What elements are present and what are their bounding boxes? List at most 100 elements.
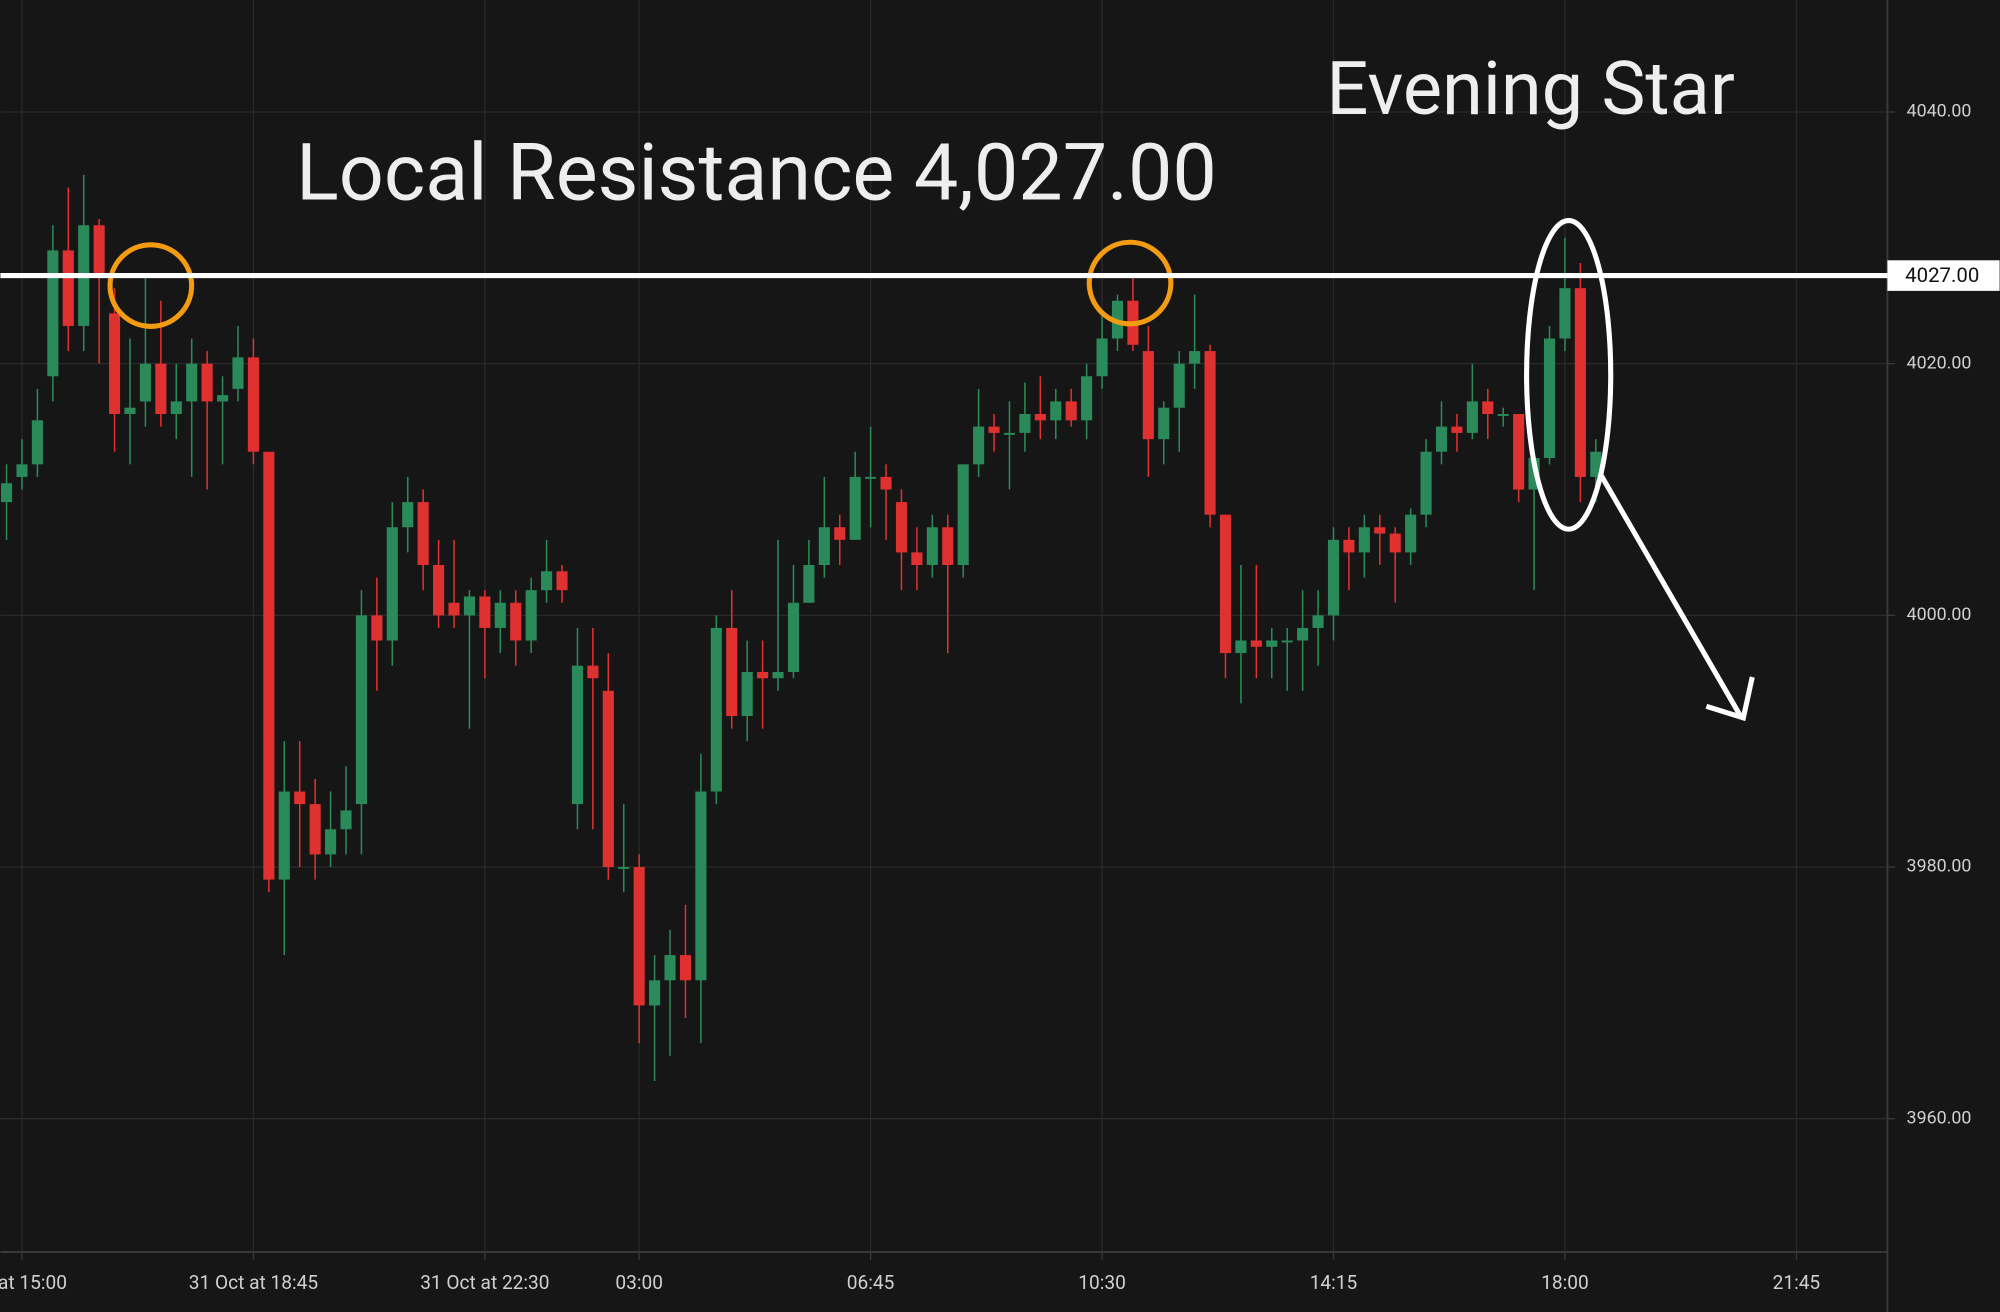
- candle-body: [510, 602, 522, 641]
- candle-body: [772, 671, 784, 679]
- pattern-ellipse: [1524, 218, 1614, 532]
- candle-body: [278, 791, 290, 880]
- candle-body: [849, 476, 861, 540]
- candle-body: [1003, 432, 1016, 435]
- candle-body: [942, 527, 954, 566]
- candle-body: [463, 596, 475, 616]
- candle-body: [1297, 627, 1309, 641]
- x-tick-label: 31 Oct at 22:30: [420, 1271, 549, 1294]
- x-tick-label: 06:45: [847, 1271, 895, 1294]
- candle-body: [757, 671, 769, 679]
- candle-body: [355, 615, 367, 805]
- candle-body: [633, 867, 645, 1006]
- candle-body: [988, 426, 1000, 433]
- candle-body: [926, 527, 938, 566]
- y-tick-label: 4040.00: [1907, 101, 1972, 122]
- candle-body: [1389, 533, 1401, 553]
- candle-body: [1466, 401, 1478, 433]
- candle-body: [1250, 640, 1262, 647]
- trend-arrow: [1598, 473, 1755, 722]
- candle-body: [1343, 539, 1355, 553]
- candle-body: [895, 502, 908, 553]
- candle-body: [494, 602, 506, 628]
- candle-body: [186, 363, 198, 402]
- candle-body: [340, 810, 352, 830]
- candle-body: [1281, 640, 1293, 643]
- candle-body: [1219, 514, 1232, 654]
- grid: [0, 0, 1888, 1253]
- candle-body: [525, 590, 537, 641]
- candle-body: [726, 627, 738, 717]
- candle-body: [803, 565, 815, 603]
- candle-body: [124, 407, 136, 415]
- candle-body: [139, 363, 151, 402]
- candle-body: [787, 602, 800, 672]
- candle-body: [710, 627, 722, 792]
- candle-body: [1065, 401, 1077, 421]
- candle-body: [325, 829, 337, 855]
- candle-body: [1543, 338, 1556, 459]
- candle-body: [618, 867, 630, 869]
- candle-body: [93, 225, 105, 276]
- x-tick-label: 21:45: [1773, 1271, 1821, 1294]
- candle-body: [1081, 376, 1093, 421]
- candle-body: [448, 602, 460, 616]
- candle-body: [1235, 640, 1247, 654]
- candle-body: [309, 804, 321, 855]
- candle-body: [1173, 363, 1185, 408]
- candle-body: [1050, 401, 1062, 421]
- y-tick-label: 4000.00: [1907, 604, 1972, 625]
- candle-body: [1451, 426, 1463, 433]
- pattern-annotation: Evening Star: [1326, 46, 1734, 133]
- candle-body: [695, 791, 707, 981]
- candle-body: [1482, 401, 1494, 415]
- candle-body: [834, 527, 846, 540]
- y-tick-label: 3980.00: [1907, 856, 1972, 877]
- candle-body: [217, 395, 229, 402]
- candle-body: [201, 363, 213, 402]
- candle-body: [0, 483, 13, 503]
- candle-body: [556, 571, 568, 591]
- candle-body: [1096, 338, 1108, 377]
- y-tick-label: 4020.00: [1907, 352, 1972, 373]
- candle-body: [1574, 288, 1586, 477]
- candle-body: [386, 527, 398, 641]
- candle-body: [1513, 414, 1525, 490]
- x-tick-label: 18:00: [1541, 1271, 1589, 1294]
- x-tick-label: 14:15: [1310, 1271, 1358, 1294]
- candle-body: [402, 502, 414, 528]
- y-tick-label: 3960.00: [1907, 1107, 1972, 1128]
- candle-body: [1590, 451, 1602, 477]
- candle-body: [880, 476, 892, 490]
- candle-body: [62, 250, 74, 326]
- candle-body: [1435, 426, 1448, 452]
- x-tick-label: ct at 15:00: [0, 1271, 67, 1294]
- candle-body: [1420, 451, 1432, 515]
- candle-body: [433, 565, 445, 616]
- candle-body: [865, 476, 877, 479]
- candle-body: [1204, 351, 1216, 515]
- candle-body: [31, 420, 43, 465]
- candle-body: [1158, 407, 1170, 440]
- candle-body: [1405, 514, 1417, 553]
- candle-body: [1189, 351, 1201, 364]
- candle-body: [602, 690, 614, 868]
- candle-body: [170, 401, 182, 415]
- x-tick-label: 31 Oct at 18:45: [189, 1271, 318, 1294]
- candle-body: [247, 357, 259, 452]
- candle-body: [1559, 288, 1571, 339]
- candle-body: [541, 571, 553, 591]
- candle-body: [232, 357, 244, 389]
- candle-body: [1312, 615, 1324, 628]
- candle-body: [571, 665, 584, 805]
- candle-body: [1497, 414, 1509, 416]
- candle-body: [16, 464, 28, 477]
- price-badge: [1887, 260, 2000, 291]
- axes: 3960.00 3980.00 4000.00 4020.00 4040.00 ct at…: [0, 101, 1971, 1294]
- candle-body: [47, 250, 59, 377]
- candle-body: [479, 596, 491, 628]
- candle-body: [664, 955, 676, 981]
- candle-body: [911, 552, 923, 566]
